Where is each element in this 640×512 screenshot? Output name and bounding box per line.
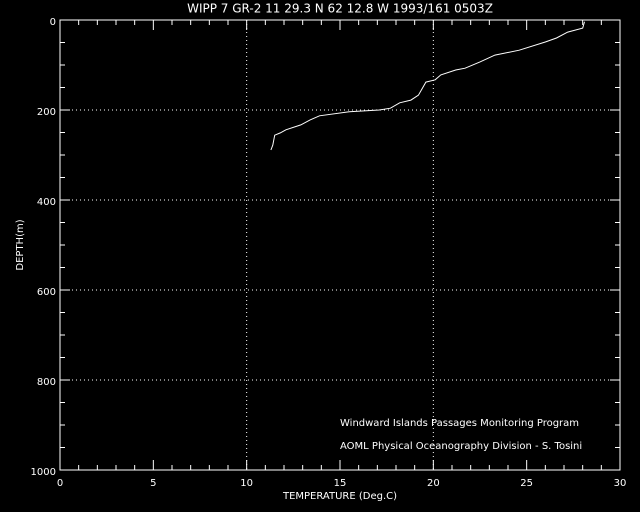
x-tick-label: 25 — [520, 478, 533, 489]
y-tick-label: 1000 — [31, 467, 56, 478]
y-tick-label: 800 — [37, 377, 56, 388]
x-tick-label: 10 — [240, 478, 253, 489]
profile-line — [270, 21, 585, 151]
y-tick-label: 600 — [37, 287, 56, 298]
annotation: AOML Physical Oceanography Division - S.… — [340, 441, 582, 452]
y-tick-label: 0 — [50, 17, 56, 28]
plot-frame — [59, 19, 621, 471]
y-tick-label: 200 — [37, 107, 56, 118]
x-tick-label: 0 — [57, 478, 63, 489]
x-axis-label: TEMPERATURE (Deg.C) — [282, 491, 397, 502]
x-tick-label: 15 — [334, 478, 347, 489]
x-tick-label: 30 — [614, 478, 627, 489]
y-tick-label: 400 — [37, 197, 56, 208]
annotation: Windward Islands Passages Monitoring Pro… — [340, 418, 579, 429]
chart-title: WIPP 7 GR-2 11 29.3 N 62 12.8 W 1993/161… — [187, 2, 493, 16]
x-tick-label: 20 — [427, 478, 440, 489]
y-axis-label: DEPTH(m) — [15, 219, 26, 270]
x-tick-label: 5 — [150, 478, 156, 489]
